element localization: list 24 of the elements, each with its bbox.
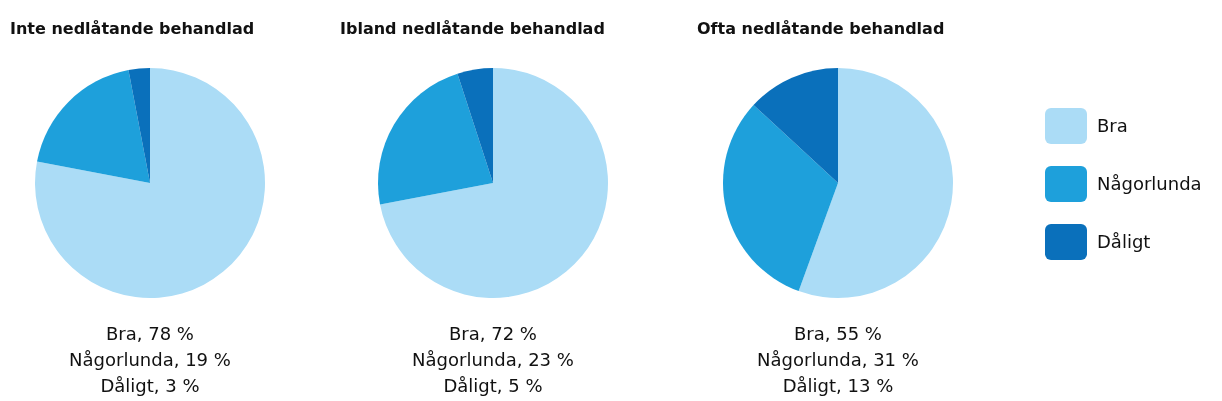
legend-label: Någorlunda	[1097, 173, 1202, 194]
pie-slice	[37, 70, 150, 183]
text: Någorlunda, 31 %	[757, 349, 919, 370]
text: Någorlunda, 19 %	[69, 349, 231, 370]
text: Dåligt, 13 %	[782, 375, 894, 396]
legend-label: Bra	[1097, 115, 1128, 136]
chart-title: Ofta nedlåtande behandlad	[697, 19, 945, 38]
text: Bra, 78 %	[106, 323, 194, 344]
text: Bra, 55 %	[794, 323, 882, 344]
legend-label: Dåligt	[1097, 231, 1151, 252]
text: Dåligt, 3 %	[100, 375, 200, 396]
text: Någorlunda, 23 %	[412, 349, 574, 370]
pie-slice	[753, 68, 838, 183]
pie-slice	[798, 68, 953, 298]
text: Dåligt, 5 %	[443, 375, 543, 396]
pie-slice	[128, 68, 150, 183]
chart-title: Ibland nedlåtande behandlad	[340, 19, 605, 38]
pie-slice	[723, 104, 838, 292]
chart-title: Inte nedlåtande behandlad	[10, 19, 255, 38]
pie-slice	[380, 68, 608, 298]
pie-slice	[457, 68, 493, 183]
pie-slice	[378, 73, 493, 205]
text: Bra, 72 %	[449, 323, 537, 344]
pie-slice	[35, 68, 265, 298]
